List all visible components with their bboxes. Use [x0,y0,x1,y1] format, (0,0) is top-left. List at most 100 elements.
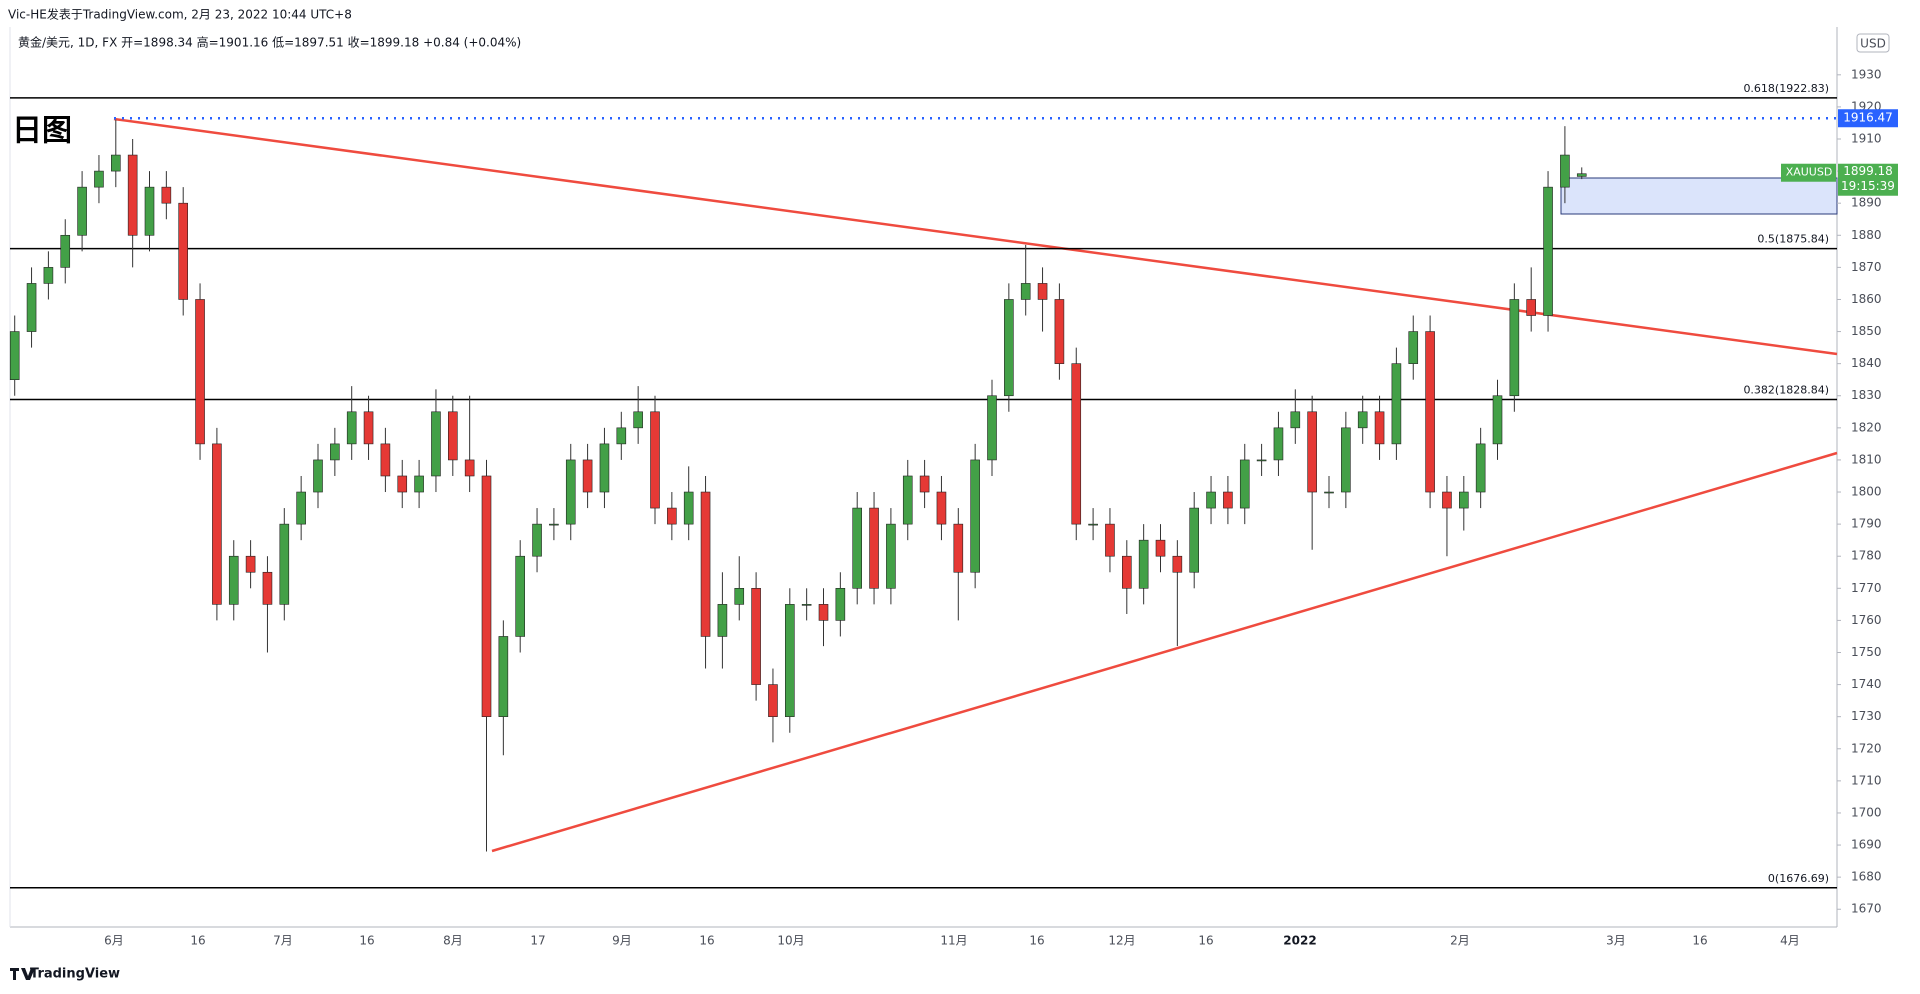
candle-body [599,443,610,493]
y-tick-label: 1720 [1851,741,1882,755]
candle-body [279,523,290,605]
level-label: 0.382(1828.84) [1743,383,1829,396]
y-tick-label: 1820 [1851,420,1882,434]
candle-body [1054,299,1065,364]
candle-body [330,443,340,461]
candle-body [919,475,930,493]
candle-body [784,604,795,717]
candle-body [1239,459,1250,509]
level-label: 0.618(1922.83) [1743,82,1829,95]
candle-body [869,507,879,589]
y-tick-label: 1840 [1851,356,1882,370]
candle-body [667,507,677,525]
candle-body [397,475,408,493]
candle-body [178,202,188,300]
candle-body [1357,411,1368,429]
marker-price-box [1838,109,1898,128]
candle-body [1526,299,1536,316]
candle-body [1189,507,1199,573]
y-tick-label: 1810 [1851,452,1882,466]
candle-body [94,170,104,188]
y-tick-label: 1800 [1851,485,1882,499]
footer-brand: TradingView [30,967,120,982]
candle-body [1155,539,1166,557]
candle-body [1459,491,1469,509]
plot-layer: 1670 1680 1690 1700 1710 1720 1730 1740 1750 1760… [9,67,1898,948]
x-tick-label: 2022 [1283,934,1316,948]
candle-body [212,443,222,605]
y-tick-label: 1850 [1851,324,1882,338]
y-tick-label: 1880 [1851,228,1882,242]
chart-title: 日图 [12,114,72,149]
candle-body [431,411,441,477]
y-tick-label: 1830 [1851,388,1882,402]
x-tick-label: 10月 [777,934,804,948]
y-tick-label: 1670 [1851,902,1882,916]
candle-body [1290,411,1301,429]
candle-body [1425,331,1435,493]
candle-body [1172,555,1183,573]
candle-body [144,186,155,236]
candle-body [77,186,87,236]
candle-body [852,507,863,589]
candle-body [1138,539,1149,589]
candle-body [228,555,239,605]
candle-body [1004,299,1014,397]
level-label: 0.5(1875.84) [1757,233,1829,246]
x-tick-label: 3月 [1606,934,1626,948]
candle-body [1256,459,1267,462]
candle-body [1442,491,1452,509]
y-tick-label: 1700 [1851,805,1882,819]
last-price-box [1838,163,1898,196]
candle-body [549,523,559,526]
y-tick-label: 1740 [1851,677,1882,691]
candle-body [1408,331,1419,364]
y-tick-label: 1730 [1851,709,1882,723]
y-tick-label: 1750 [1851,645,1882,659]
candle-body [582,459,593,493]
range-box [1560,177,1838,215]
currency-box [1856,33,1890,53]
candle-body [1273,427,1284,461]
candle-body [346,411,357,445]
y-tick-label: 1770 [1851,581,1882,595]
currency: USD [1860,37,1886,51]
candle-body [1037,283,1048,300]
candle-body [262,571,273,605]
candle-body [1543,186,1553,316]
candle-body [498,636,509,717]
candle-body [1122,555,1132,589]
candle-body [1576,173,1587,177]
candle-body [818,604,829,621]
candle-body [60,234,71,268]
candle-body [683,491,694,525]
candle-body [970,459,980,573]
candle-body [532,523,542,557]
candle-body [902,475,913,525]
candle-body [127,154,138,236]
x-tick-label: 4月 [1780,934,1800,948]
candle-body [734,588,745,605]
x-tick-label: 9月 [612,934,632,948]
x-tick-label: 16 [190,934,205,948]
candle-body [414,475,424,493]
y-tick-label: 1890 [1851,196,1882,210]
x-tick-label: 16 [1198,934,1213,948]
candle-body [1374,411,1385,445]
candle-body [1509,299,1520,397]
candle-body [650,411,660,509]
x-tick-label: 8月 [443,934,463,948]
candle-body [768,684,778,717]
y-tick-label: 1930 [1851,67,1882,81]
candle-body [1560,154,1570,188]
candle-body [1324,491,1334,494]
symbol-label: XAUUSD [1786,166,1833,179]
candle-body [515,555,526,637]
candle-body [26,283,37,332]
candle-body [1088,523,1098,526]
candle-body [1071,363,1082,525]
candle-body [1206,491,1216,509]
candle-body [43,267,54,284]
